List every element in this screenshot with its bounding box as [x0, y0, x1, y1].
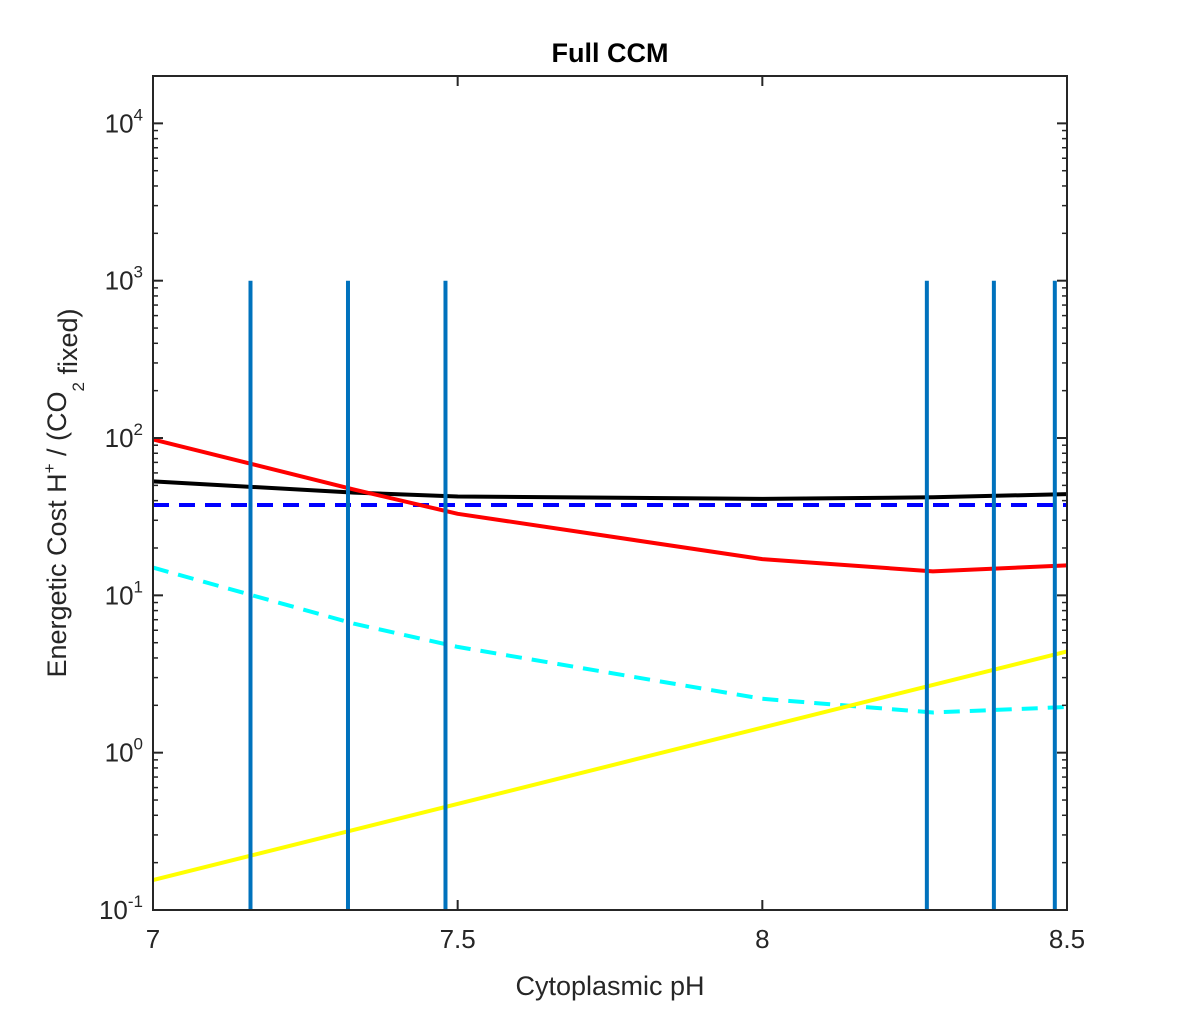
plot-background	[153, 76, 1067, 910]
x-tick-label: 8.5	[1049, 924, 1085, 954]
chart-title: Full CCM	[552, 38, 669, 68]
axes-box	[152, 75, 1068, 911]
series-line-3	[152, 437, 1068, 574]
plot-area	[153, 76, 1067, 910]
axes: 7 7.5 8 8.5 10-1 100 101 102 103 104	[99, 75, 1085, 954]
series-line-4	[152, 565, 1068, 715]
y-tick-label: 10-1	[99, 892, 143, 925]
x-tick-label: 7	[146, 924, 160, 954]
series-layer	[152, 437, 1068, 883]
x-tick-label: 7.5	[440, 924, 476, 954]
y-tick-label: 101	[105, 577, 143, 610]
y-tick-label: 103	[105, 263, 143, 296]
x-tick-label: 8	[755, 924, 769, 954]
y-tick-label: 104	[105, 105, 143, 138]
x-axis-label: Cytoplasmic pH	[515, 971, 704, 1001]
y-tick-label: 102	[105, 420, 143, 453]
y-tick-label: 100	[105, 735, 143, 768]
series-line-5	[152, 649, 1068, 883]
series-line-1	[152, 479, 1068, 501]
vertical-lines	[248, 280, 1057, 910]
y-axis-label: Energetic Cost H+ / (CO2 fixed)	[40, 308, 88, 677]
